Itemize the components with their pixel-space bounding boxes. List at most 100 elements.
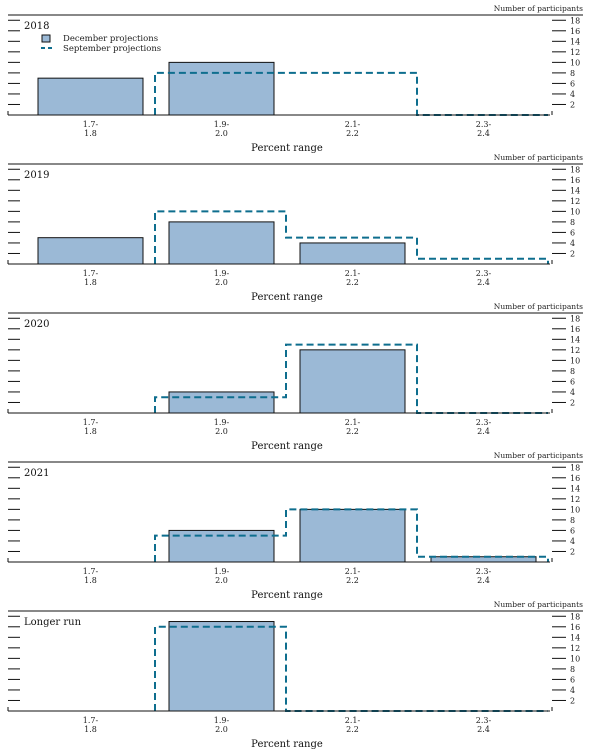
right-axis-tick-label: 4 xyxy=(570,537,575,546)
right-axis-tick-label: 2 xyxy=(570,696,575,705)
legend-label-september: September projections xyxy=(63,44,161,54)
x-tick-label: 1.7- xyxy=(83,716,99,725)
units-label: Number of participants xyxy=(494,451,583,460)
right-axis-tick-label: 4 xyxy=(570,686,575,695)
x-tick-label: 2.1- xyxy=(345,716,361,725)
panel-title: 2019 xyxy=(24,170,49,181)
x-tick-label: 2.4 xyxy=(477,427,490,436)
september-projection-line xyxy=(154,210,549,264)
x-tick-label: 2.3- xyxy=(476,716,492,725)
x-tick-label: 1.7- xyxy=(83,120,99,129)
right-axis-tick-label: 14 xyxy=(570,335,580,344)
x-tick-label: 1.9- xyxy=(214,269,230,278)
right-axis-tick-label: 18 xyxy=(570,612,580,621)
x-tick-label: 1.7- xyxy=(83,269,99,278)
right-axis-tick-label: 18 xyxy=(570,463,580,472)
right-axis-tick-label: 10 xyxy=(570,654,580,663)
right-axis-tick-label: 2 xyxy=(570,249,575,258)
x-tick-label: 2.3- xyxy=(476,567,492,576)
x-tick-label: 1.9- xyxy=(214,567,230,576)
december-projection-bar xyxy=(168,221,275,265)
right-axis-tick-label: 12 xyxy=(570,48,580,57)
right-axis-tick-label: 16 xyxy=(570,623,580,632)
right-axis-tick-label: 8 xyxy=(570,69,575,78)
panel-title: 2018 xyxy=(24,21,49,32)
x-tick-label: 2.3- xyxy=(476,120,492,129)
x-tick-label: 2.2 xyxy=(346,725,359,734)
x-tick-label: 1.9- xyxy=(214,418,230,427)
right-axis-tick-label: 10 xyxy=(570,207,580,216)
x-tick-label: 2.4 xyxy=(477,725,490,734)
projection-panel: Number of participants Longer run 24 68 1012… xyxy=(7,600,583,749)
x-tick-label: 2.1- xyxy=(345,418,361,427)
x-tick-label: 1.8 xyxy=(84,278,97,287)
x-tick-label: 2.2 xyxy=(346,576,359,585)
x-axis-title: Percent range xyxy=(251,143,323,154)
september-projection-line xyxy=(154,508,549,562)
right-axis-tick-label: 16 xyxy=(570,27,580,36)
right-axis-tick-label: 2 xyxy=(570,100,575,109)
units-label: Number of participants xyxy=(494,600,583,609)
x-tick-label: 1.7- xyxy=(83,418,99,427)
december-projection-bar xyxy=(299,242,406,265)
x-tick-label: 2.3- xyxy=(476,269,492,278)
x-tick-label: 1.8 xyxy=(84,129,97,138)
december-projection-bar xyxy=(168,621,275,712)
x-tick-label: 2.2 xyxy=(346,427,359,436)
x-tick-label: 2.0 xyxy=(215,129,228,138)
right-axis-tick-label: 12 xyxy=(570,346,580,355)
panel-title: 2021 xyxy=(24,468,49,479)
right-axis-tick-label: 18 xyxy=(570,314,580,323)
x-tick-label: 1.9- xyxy=(214,716,230,725)
x-tick-label: 2.4 xyxy=(477,576,490,585)
right-axis-tick-label: 2 xyxy=(570,547,575,556)
right-axis-tick-label: 4 xyxy=(570,388,575,397)
x-tick-label: 2.0 xyxy=(215,725,228,734)
right-axis-tick-label: 6 xyxy=(570,79,575,88)
december-projection-bar xyxy=(168,61,275,116)
right-axis-tick-label: 12 xyxy=(570,197,580,206)
x-tick-label: 1.9- xyxy=(214,120,230,129)
units-label: Number of participants xyxy=(494,4,583,13)
right-axis-tick-label: 8 xyxy=(570,665,575,674)
right-axis-tick-label: 4 xyxy=(570,90,575,99)
right-axis-tick-label: 2 xyxy=(570,398,575,407)
december-projection-bar xyxy=(37,237,144,265)
units-label: Number of participants xyxy=(494,302,583,311)
x-axis-title: Percent range xyxy=(251,441,323,452)
december-projection-bar xyxy=(299,349,406,414)
right-axis-tick-label: 14 xyxy=(570,633,580,642)
right-axis-tick-label: 10 xyxy=(570,505,580,514)
right-axis-tick-label: 8 xyxy=(570,218,575,227)
right-axis-tick-label: 4 xyxy=(570,239,575,248)
x-tick-label: 2.3- xyxy=(476,418,492,427)
x-axis-title: Percent range xyxy=(251,292,323,303)
legend-label-december: December projections xyxy=(63,34,158,44)
x-tick-label: 2.1- xyxy=(345,269,361,278)
x-axis-title: Percent range xyxy=(251,739,323,749)
x-tick-label: 2.2 xyxy=(346,278,359,287)
panel-title: 2020 xyxy=(24,319,49,330)
x-tick-label: 2.1- xyxy=(345,567,361,576)
right-axis-tick-label: 8 xyxy=(570,367,575,376)
december-projection-bar xyxy=(299,508,406,563)
december-projection-bar xyxy=(168,391,275,414)
right-axis-tick-label: 12 xyxy=(570,495,580,504)
right-axis-tick-label: 16 xyxy=(570,176,580,185)
x-tick-label: 2.0 xyxy=(215,576,228,585)
right-axis-tick-label: 6 xyxy=(570,675,575,684)
right-axis-tick-label: 16 xyxy=(570,474,580,483)
x-tick-label: 2.2 xyxy=(346,129,359,138)
right-axis-tick-label: 18 xyxy=(570,16,580,25)
x-tick-label: 1.8 xyxy=(84,576,97,585)
x-tick-label: 2.1- xyxy=(345,120,361,129)
right-axis-tick-label: 6 xyxy=(570,228,575,237)
right-axis-tick-label: 14 xyxy=(570,37,580,46)
right-axis-tick-label: 10 xyxy=(570,58,580,67)
x-axis-title: Percent range xyxy=(251,590,323,601)
x-tick-label: 1.8 xyxy=(84,725,97,734)
